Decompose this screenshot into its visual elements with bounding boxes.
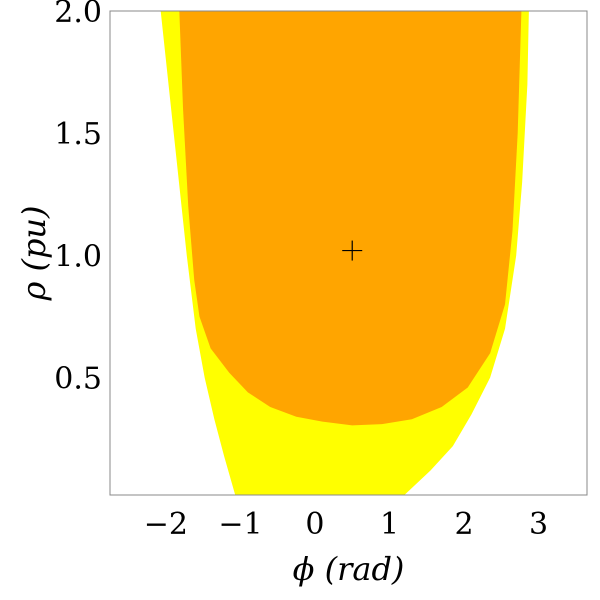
- marker-layer: [342, 240, 363, 261]
- x-tick-label: −2: [144, 507, 188, 542]
- x-tick-layer: −2 −1 0 1 2 3: [144, 507, 548, 542]
- x-tick-label: 1: [380, 507, 399, 542]
- region-layer: [160, 11, 529, 495]
- y-tick-layer: 0.5 1.0 1.5 2.0: [54, 0, 102, 397]
- y-axis-label: ρ (pu): [15, 205, 53, 301]
- y-tick-label: 0.5: [54, 362, 102, 397]
- x-tick-label: 2: [454, 507, 473, 542]
- x-tick-label: 3: [529, 507, 548, 542]
- x-tick-label: −1: [218, 507, 262, 542]
- y-tick-label: 1.5: [54, 117, 102, 152]
- region-1: [179, 11, 522, 426]
- y-tick-label: 2.0: [54, 0, 102, 30]
- plot-frame: [109, 10, 588, 496]
- x-tick-label: 0: [305, 507, 324, 542]
- x-axis-label: ϕ (rad): [293, 550, 405, 588]
- y-tick-label: 1.0: [54, 239, 102, 274]
